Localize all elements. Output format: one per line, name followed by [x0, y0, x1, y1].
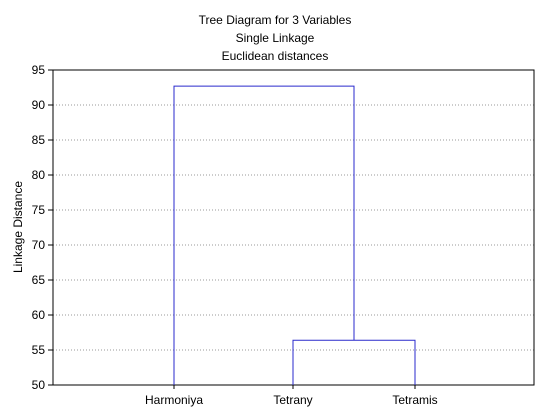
link-tetrany-tetramis	[292, 339, 416, 385]
chart-subtitle-1: Single Linkage	[236, 31, 315, 45]
y-tick-label-50: 50	[32, 378, 46, 392]
plot-frame	[52, 69, 535, 386]
y-tick-label-85: 85	[32, 133, 46, 147]
y-tick-label-75: 75	[32, 203, 46, 217]
dendrogram-links	[173, 85, 416, 385]
y-tick-label-65: 65	[32, 273, 46, 287]
link-harmoniya-cluster	[173, 85, 355, 385]
y-tick-label-80: 80	[32, 168, 46, 182]
y-tick-label-60: 60	[32, 308, 46, 322]
x-tick-label-harmoniya: Harmoniya	[145, 393, 203, 407]
y-tick-label-55: 55	[32, 343, 46, 357]
y-axis: 50 55 60 65 70 75 80 85 90 95	[32, 63, 53, 392]
y-tick-label-95: 95	[32, 63, 46, 77]
chart-title: Tree Diagram for 3 Variables	[199, 13, 352, 27]
y-axis-label: Linkage Distance	[11, 181, 25, 273]
y-tick-label-70: 70	[32, 238, 46, 252]
y-tick-label-90: 90	[32, 98, 46, 112]
x-tick-label-tetrany: Tetrany	[273, 393, 312, 407]
x-tick-label-tetramis: Tetramis	[392, 393, 437, 407]
chart-subtitle-2: Euclidean distances	[222, 49, 329, 63]
grid-lines	[53, 104, 534, 351]
x-axis: Harmoniya Tetrany Tetramis	[145, 385, 438, 407]
